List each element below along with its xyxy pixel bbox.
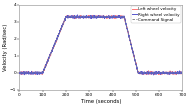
Legend: Left wheel velocity, Right wheel velocity, Command Signal: Left wheel velocity, Right wheel velocit… (131, 6, 181, 23)
Y-axis label: Velocity (Rad/sec): Velocity (Rad/sec) (3, 24, 9, 71)
X-axis label: Time (seconds): Time (seconds) (81, 99, 121, 104)
